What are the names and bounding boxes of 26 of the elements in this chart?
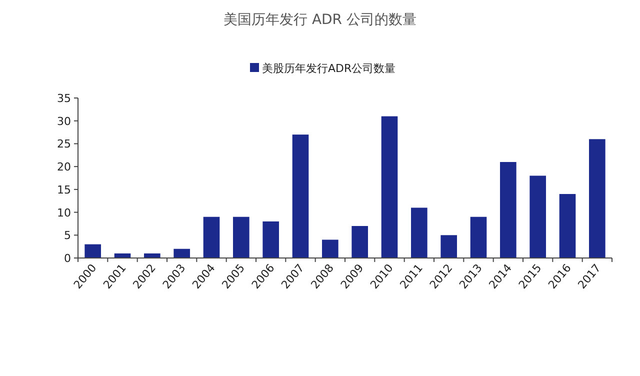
bar [203,216,220,258]
bar [530,176,546,258]
y-tick-label: 10 [57,206,71,220]
bar [411,208,428,258]
bar [262,221,279,258]
bar [233,216,250,258]
bar [84,244,101,258]
y-tick-label: 0 [64,252,71,265]
bar [470,216,487,258]
y-tick-label: 35 [57,92,71,105]
y-tick-label: 30 [57,114,71,128]
y-tick-label: 15 [57,183,71,196]
bar [352,226,368,258]
bar [381,116,398,258]
bar [292,134,309,258]
bar [500,162,516,258]
bar [440,235,457,258]
legend-label: 美股历年发行ADR公司数量 [262,62,396,75]
y-tick-label: 20 [57,160,71,174]
bar [559,194,576,258]
bar [322,240,338,258]
bar [174,248,190,258]
y-tick-label: 25 [57,138,71,151]
y-tick-label: 5 [64,229,71,242]
chart-title: 美国历年发行 ADR 公司的数量 [224,12,416,28]
bar [589,139,606,258]
